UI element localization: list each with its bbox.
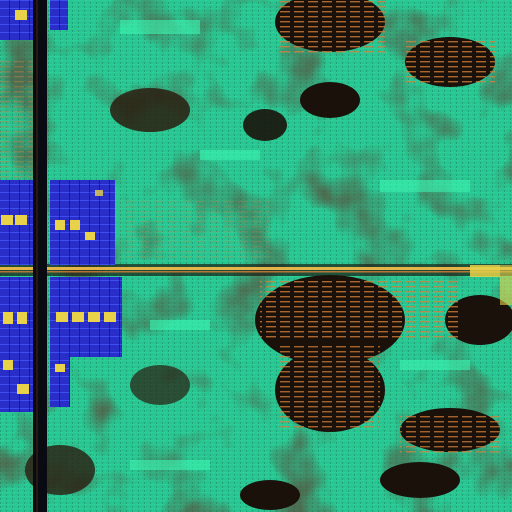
logic-highlights bbox=[120, 20, 470, 470]
trace-overlays bbox=[0, 0, 500, 455]
dark-region-mid-left bbox=[243, 109, 287, 141]
vertical-spine bbox=[33, 0, 47, 512]
dark-region-upper-left bbox=[110, 88, 190, 132]
horizontal-bus bbox=[0, 264, 512, 305]
dark-region-bottom-mid bbox=[240, 480, 300, 510]
memory-block-top-right bbox=[50, 0, 68, 30]
dark-region-lower-right bbox=[445, 295, 512, 345]
dark-region-bottom-right-2 bbox=[380, 462, 460, 498]
dark-region-upper-mid bbox=[300, 82, 360, 118]
dark-region-left-mid bbox=[130, 365, 190, 405]
memory-pads bbox=[1, 10, 116, 394]
